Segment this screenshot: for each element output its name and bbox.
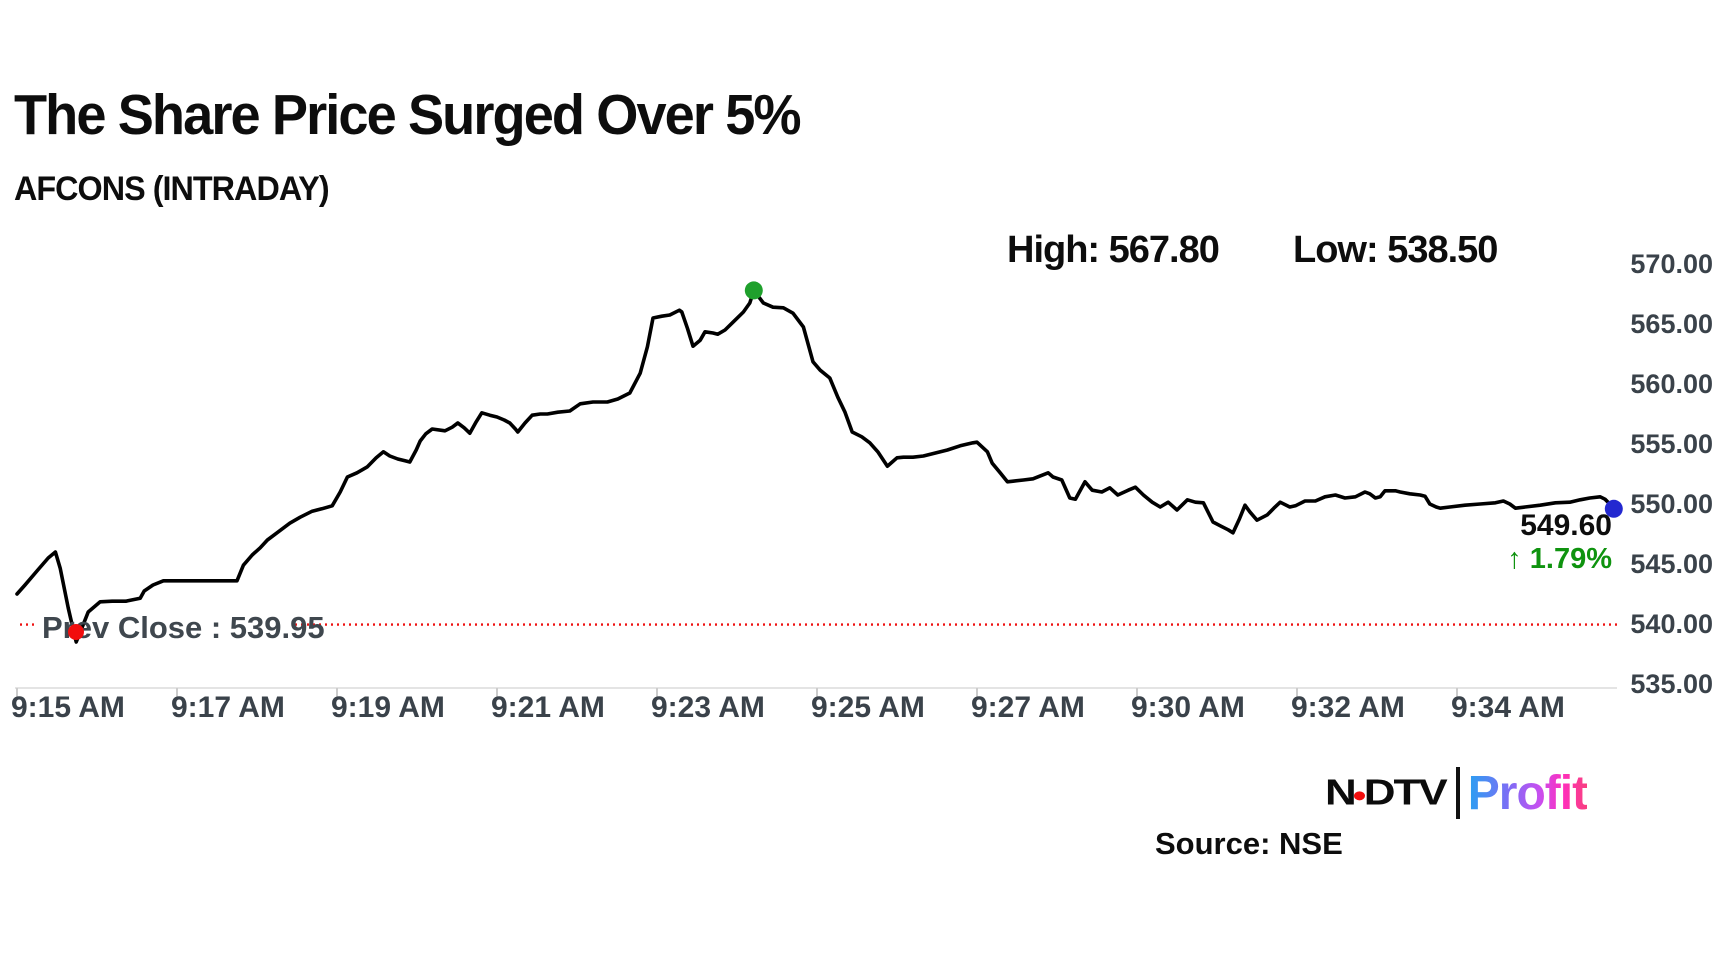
low-marker-dot	[68, 624, 85, 641]
y-axis-label: 560.00	[1630, 369, 1713, 399]
last-price-callout: 549.60 ↑ 1.79%	[1507, 511, 1612, 577]
last-price-value: 549.60	[1520, 509, 1612, 542]
page-title: The Share Price Surged Over 5%	[14, 83, 802, 147]
ndtv-letters-dtv: DTV	[1363, 772, 1448, 813]
x-axis-label: 9:19 AM	[331, 691, 445, 724]
ndtv-wordmark: N DTV	[1325, 772, 1448, 814]
ndtv-profit-logo: N DTV Profit	[1325, 764, 1588, 822]
x-axis-label: 9:34 AM	[1451, 691, 1565, 724]
y-axis-label: 535.00	[1630, 669, 1713, 699]
x-axis-label: 9:15 AM	[11, 691, 125, 724]
x-axis-label: 9:32 AM	[1291, 691, 1405, 724]
last-marker-dot	[1604, 499, 1623, 518]
ndtv-red-dot-icon	[1353, 790, 1365, 800]
low-value-label: Low: 538.50	[1293, 229, 1498, 271]
source-attribution: Source: NSE	[1155, 826, 1343, 861]
y-axis-label: 540.00	[1630, 609, 1713, 639]
prev-close-label: Prev Close : 539.95	[42, 610, 325, 645]
ndtv-letter-n: N	[1325, 772, 1357, 813]
x-axis-label: 9:25 AM	[811, 691, 925, 724]
y-axis-label: 550.00	[1630, 489, 1713, 519]
change-percent-value: ↑ 1.79%	[1507, 543, 1612, 575]
high-value-label: High: 567.80	[1007, 229, 1220, 271]
logo-separator-bar	[1455, 767, 1460, 819]
x-axis-label: 9:30 AM	[1131, 691, 1245, 724]
profit-wordmark: Profit	[1467, 766, 1588, 820]
y-axis-label: 555.00	[1630, 429, 1713, 459]
x-axis-label: 9:21 AM	[491, 691, 605, 724]
x-axis-label: 9:27 AM	[971, 691, 1085, 724]
high-marker-dot	[744, 281, 763, 300]
chart-subtitle: AFCONS (INTRADAY)	[14, 170, 330, 208]
price-line	[15, 288, 1616, 644]
y-axis-label: 565.00	[1630, 309, 1713, 339]
x-axis-label: 9:17 AM	[171, 691, 285, 724]
y-axis-label: 570.00	[1630, 249, 1713, 279]
y-axis-label: 545.00	[1630, 549, 1713, 579]
x-axis-label: 9:23 AM	[651, 691, 765, 724]
